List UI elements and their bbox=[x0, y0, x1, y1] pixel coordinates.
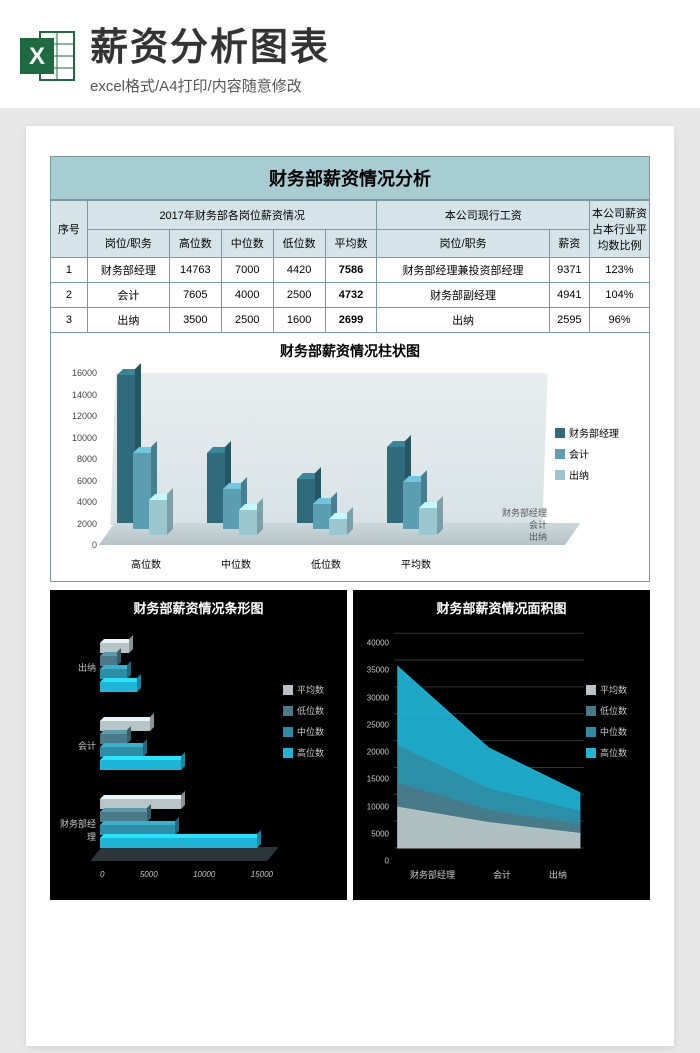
legend-item: 平均数 bbox=[586, 683, 642, 696]
group-right: 本公司薪资占本行业平均数比例 bbox=[590, 201, 650, 258]
bar-chart-plot: 0200040006000800010000120001400016000 高位… bbox=[65, 365, 545, 575]
bar-chart-title: 财务部薪资情况柱状图 bbox=[65, 341, 635, 361]
hbar bbox=[100, 838, 257, 848]
legend-item: 财务部经理 bbox=[555, 425, 635, 440]
legend-item: 中位数 bbox=[283, 725, 339, 738]
legend-item: 中位数 bbox=[586, 725, 642, 738]
document-page: 财务部薪资情况分析 序号 2017年财务部各岗位薪资情况 本公司现行工资 本公司… bbox=[26, 126, 674, 1046]
legend-item: 平均数 bbox=[283, 683, 339, 696]
area-chart-legend: 平均数低位数中位数高位数 bbox=[586, 623, 642, 883]
group-mid: 本公司现行工资 bbox=[377, 201, 590, 230]
bar-chart-legend: 财务部经理会计出纳 bbox=[555, 365, 635, 575]
legend-item: 会计 bbox=[555, 446, 635, 461]
area-chart-panel: 财务部薪资情况面积图 05000100001500020000250003000… bbox=[353, 590, 650, 900]
salary-table: 序号 2017年财务部各岗位薪资情况 本公司现行工资 本公司薪资占本行业平均数比… bbox=[50, 200, 650, 333]
group-left: 2017年财务部各岗位薪资情况 bbox=[87, 201, 377, 230]
hbar-chart-plot: 050001000015000 出纳会计财务部经理 bbox=[58, 623, 283, 883]
excel-icon: X bbox=[18, 26, 78, 86]
table-row: 3出纳3500250016002699出纳259596% bbox=[51, 308, 650, 333]
legend-item: 出纳 bbox=[555, 467, 635, 482]
table-row: 2会计7605400025004732财务部副经理4941104% bbox=[51, 283, 650, 308]
legend-item: 低位数 bbox=[586, 704, 642, 717]
bar bbox=[329, 519, 347, 535]
legend-item: 高位数 bbox=[283, 746, 339, 759]
hbar-chart-title: 财务部薪资情况条形图 bbox=[58, 598, 339, 617]
bar bbox=[419, 508, 437, 535]
report-title: 财务部薪资情况分析 bbox=[50, 156, 650, 200]
banner-header: X 薪资分析图表 excel格式/A4打印/内容随意修改 bbox=[0, 0, 700, 108]
bar bbox=[149, 500, 167, 535]
legend-item: 高位数 bbox=[586, 746, 642, 759]
hbar-chart-legend: 平均数低位数中位数高位数 bbox=[283, 623, 339, 883]
header-text: 薪资分析图表 excel格式/A4打印/内容随意修改 bbox=[90, 16, 682, 96]
col-seq: 序号 bbox=[51, 201, 88, 258]
col-header: 岗位/职务 bbox=[87, 229, 169, 258]
area-chart-plot: 0500010000150002000025000300003500040000… bbox=[361, 623, 586, 883]
header-subtitle: excel格式/A4打印/内容随意修改 bbox=[90, 75, 682, 96]
bar-chart-panel: 财务部薪资情况柱状图 02000400060008000100001200014… bbox=[50, 332, 650, 582]
hbar bbox=[100, 760, 181, 770]
area-chart-title: 财务部薪资情况面积图 bbox=[361, 598, 642, 617]
svg-text:X: X bbox=[29, 43, 45, 70]
bar bbox=[239, 510, 257, 535]
col-header: 低位数 bbox=[273, 229, 325, 258]
col-header: 薪资 bbox=[549, 229, 589, 258]
col-header: 中位数 bbox=[221, 229, 273, 258]
header-title: 薪资分析图表 bbox=[90, 16, 682, 71]
table-row: 1财务部经理14763700044207586财务部经理兼投资部经理937112… bbox=[51, 258, 650, 283]
col-header: 平均数 bbox=[325, 229, 377, 258]
col-header: 高位数 bbox=[169, 229, 221, 258]
legend-item: 低位数 bbox=[283, 704, 339, 717]
col-header: 岗位/职务 bbox=[377, 229, 549, 258]
hbar-chart-panel: 财务部薪资情况条形图 050001000015000 出纳会计财务部经理 平均数… bbox=[50, 590, 347, 900]
hbar bbox=[100, 682, 137, 692]
